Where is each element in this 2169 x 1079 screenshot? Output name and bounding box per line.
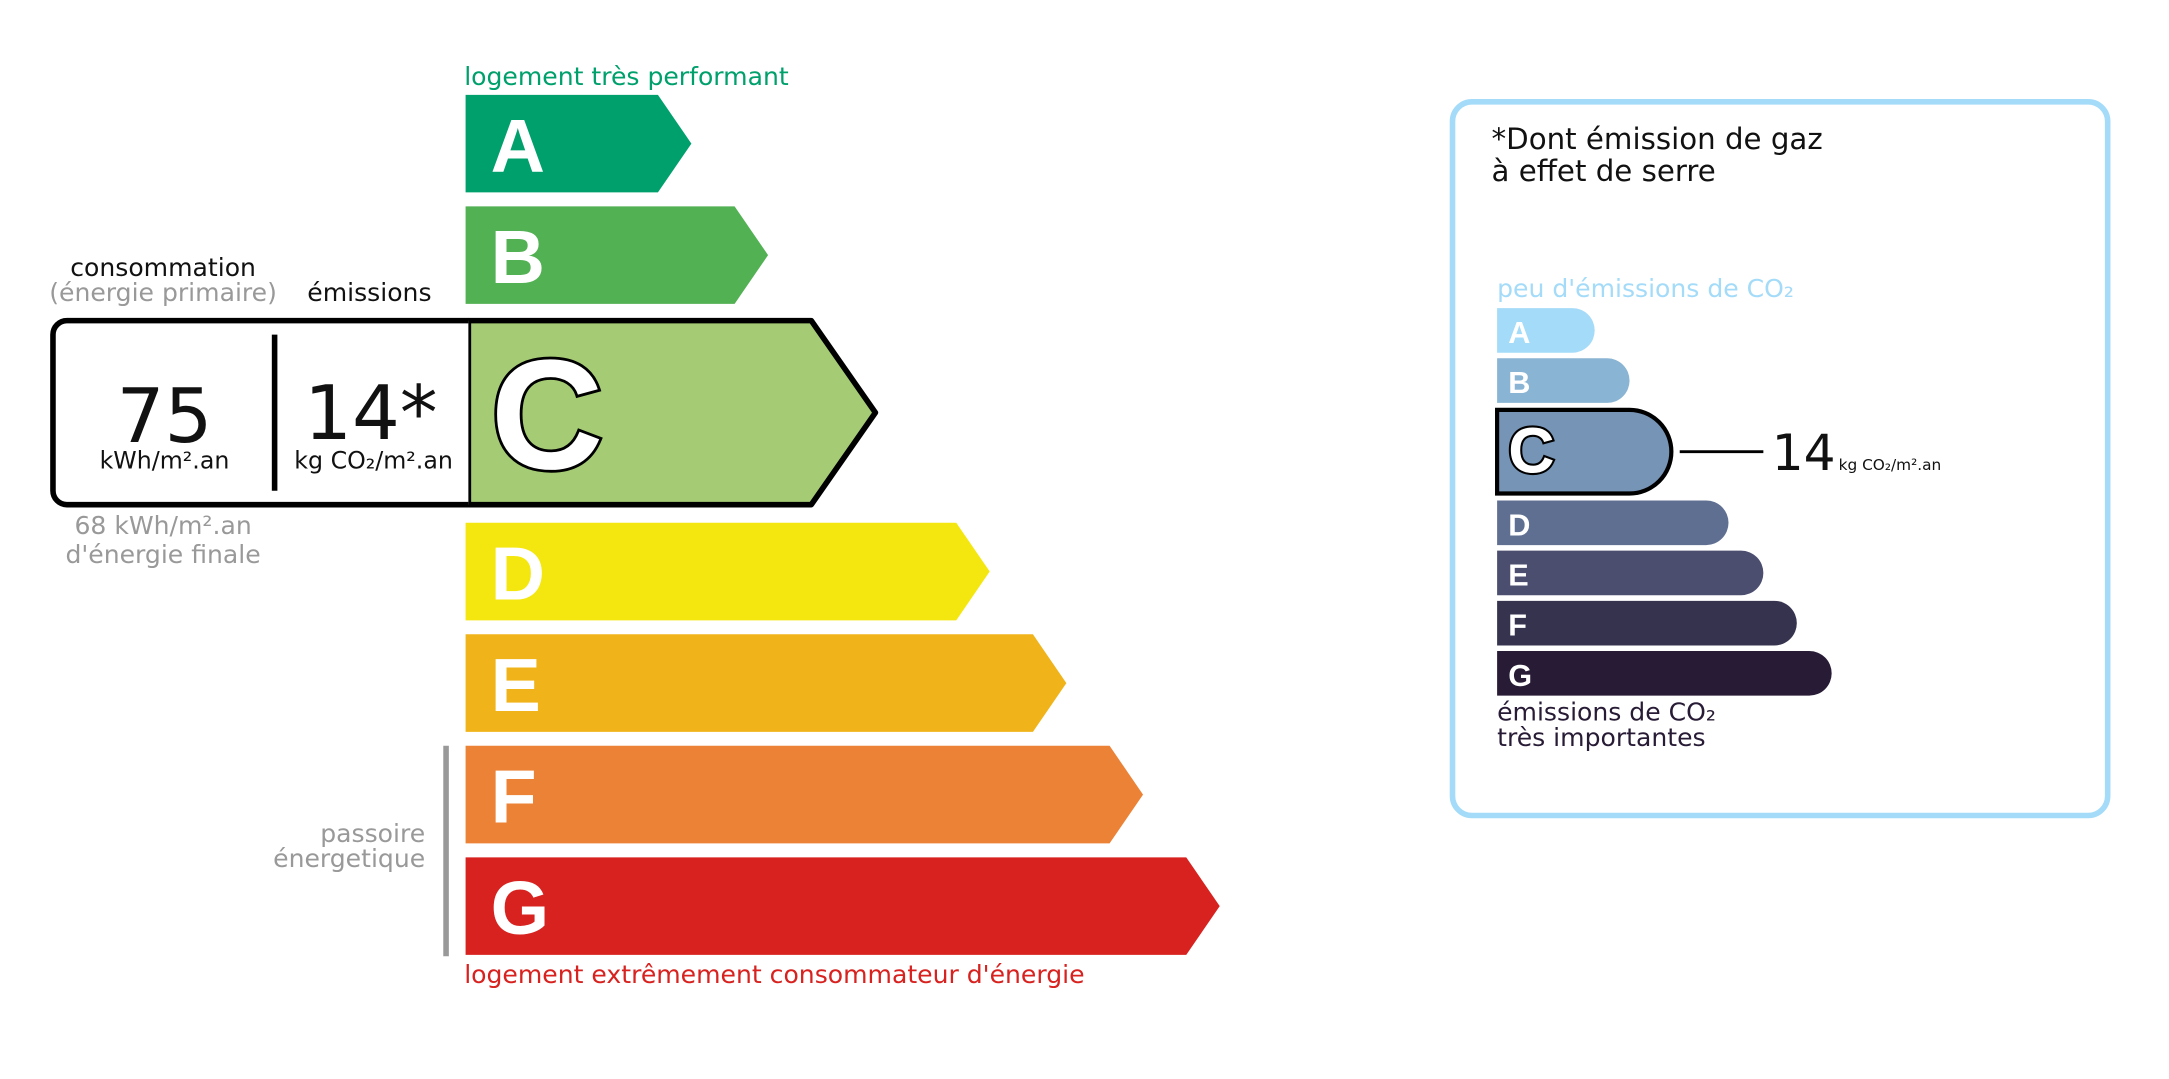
ges-panel: *Dont émission de gaz à effet de serre p… <box>1449 99 2111 819</box>
ges-class-bar <box>1497 308 1595 353</box>
ges-unit: kg CO₂/m².an <box>1839 456 1942 474</box>
ges-top-label: peu d'émissions de CO₂ <box>1497 274 1794 303</box>
ges-class-letter: E <box>1508 559 1528 593</box>
ges-title: *Dont émission de gaz <box>1492 122 1823 156</box>
ges-class-letter: C <box>1508 415 1554 487</box>
ges-class-bar <box>1495 407 1674 496</box>
ges-class-letter: A <box>1508 316 1530 350</box>
passoire-label: passoire <box>320 819 425 848</box>
energy-panel: logement très performant logement extrêm… <box>49 62 1220 989</box>
ges-bottom-label: émissions de CO₂ <box>1497 698 1716 727</box>
passoire-label: énergetique <box>273 844 425 873</box>
emissions-unit: kg CO₂/m².an <box>294 446 453 474</box>
energy-class-letter: E <box>491 643 541 727</box>
energy-class-bar <box>465 745 1144 844</box>
ges-class-bar <box>1497 500 1729 546</box>
consumption-sublabel: (énergie primaire) <box>49 278 277 307</box>
emissions-label: émissions <box>307 278 431 307</box>
energy-class-bar <box>465 206 769 304</box>
ges-title: à effet de serre <box>1492 154 1716 188</box>
bottom-label: logement extrêmement consommateur d'éner… <box>464 960 1084 989</box>
consumption-unit: kWh/m².an <box>100 446 230 474</box>
energy-class-letter: C <box>491 328 604 502</box>
ges-class-letter: D <box>1508 508 1530 542</box>
ges-value: 14 <box>1772 423 1836 482</box>
ges-class-letter: F <box>1508 609 1527 643</box>
ges-bottom-label: très importantes <box>1497 723 1705 752</box>
energy-class-bar <box>465 522 990 621</box>
energy-class-letter: B <box>491 215 545 299</box>
final-energy-value: 68 kWh/m².an <box>74 511 251 540</box>
energy-class-letter: A <box>491 103 545 187</box>
ges-frame <box>1449 99 2111 819</box>
final-energy-label: d'énergie finale <box>65 540 260 569</box>
energy-class-bar <box>465 857 1220 955</box>
energy-class-letter: F <box>491 754 537 838</box>
value-box <box>50 317 469 508</box>
ges-class-letter: G <box>1508 659 1532 693</box>
emissions-value: 14* <box>304 369 437 457</box>
energy-class-letter: D <box>491 531 545 615</box>
ges-class-bar <box>1497 550 1764 596</box>
energy-class-letter: G <box>491 866 550 950</box>
ges-class-letter: B <box>1508 366 1530 400</box>
ges-class-bar <box>1497 358 1630 403</box>
ges-class-bar <box>1497 651 1832 696</box>
consumption-value: 75 <box>117 372 213 460</box>
top-label: logement très performant <box>464 62 789 91</box>
energy-class-bar <box>465 634 1067 732</box>
consumption-label: consommation <box>70 253 256 282</box>
energy-class-bar <box>465 94 692 193</box>
ges-class-bar <box>1497 600 1797 646</box>
